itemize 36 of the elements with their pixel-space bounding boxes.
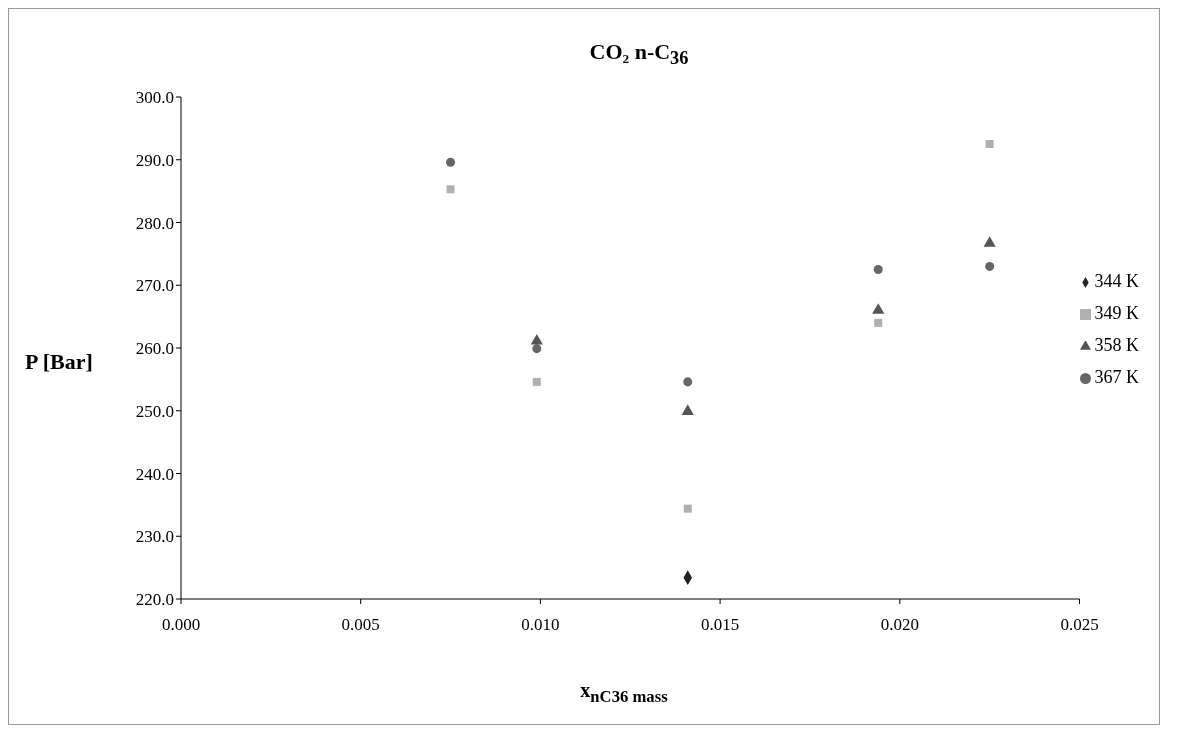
y-tick-label: 220.0 [135,590,174,610]
point [446,185,455,194]
y-axis-title: P [Bar] [25,349,93,375]
legend-label: 349 K [1094,303,1139,323]
point [446,157,456,167]
y-tick-label: 240.0 [135,464,174,484]
point [985,261,995,271]
point [683,377,693,387]
x-tick-label: 0.005 [341,615,380,635]
legend-label: 344 K [1094,271,1139,291]
point [530,334,543,345]
y-tick-label: 270.0 [135,276,174,296]
y-tick-label: 230.0 [135,527,174,547]
x-tick-label: 0.010 [521,615,560,635]
point [683,504,692,513]
point [985,140,994,149]
y-tick-label: 250.0 [135,401,174,421]
point [532,344,542,354]
legend-label: 358 K [1094,335,1139,355]
y-tick-label: 290.0 [135,150,174,170]
point [532,377,541,386]
y-tick-label: 260.0 [135,339,174,359]
y-tick-label: 280.0 [135,213,174,233]
chart-title: CO₂ n-C$_{36}$ [588,39,690,70]
x-tick-label: 0.020 [880,615,919,635]
x-axis-title: x$_{nC36 mass}$ [579,679,669,707]
x-tick-label: 0.015 [700,615,740,635]
point [873,265,883,275]
point [874,318,883,327]
x-tick-label: 0.025 [1060,615,1099,635]
legend-label: 367 K [1094,367,1139,387]
point [681,404,694,415]
point [983,236,996,247]
y-tick-label: 300.0 [135,88,174,108]
x-tick-label: 0.000 [161,615,201,635]
point [872,303,885,314]
